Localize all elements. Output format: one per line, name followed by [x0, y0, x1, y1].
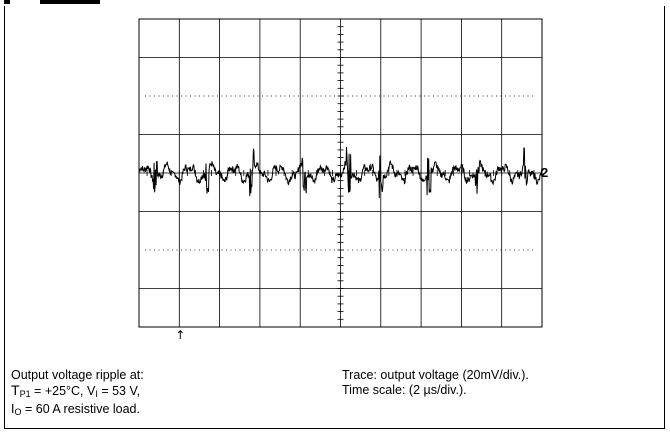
trace-settings-line-1: Trace: output voltage (20mV/div.). [342, 368, 529, 382]
trace-settings: Trace: output voltage (20mV/div.). Time … [342, 368, 529, 398]
caption-line-1: Output voltage ripple at: [11, 368, 144, 382]
header-stub-right [40, 0, 100, 4]
caption-line-3: IO = 60 A resistive load. [11, 402, 140, 417]
caption-line-2: TP1 = +25°C, VI = 53 V, [11, 382, 141, 400]
output-voltage-trace [138, 146, 543, 199]
scope-grid [138, 18, 543, 328]
header-stub-left [4, 0, 10, 4]
measurement-conditions: Output voltage ripple at: TP1 = +25°C, V… [11, 368, 144, 420]
trace-settings-line-2: Time scale: (2 µs/div.). [342, 383, 467, 397]
scope-trace [138, 146, 543, 199]
figure-frame [4, 6, 665, 429]
trigger-marker: ↑ [175, 328, 185, 342]
channel-marker-label: 2 [541, 165, 548, 180]
